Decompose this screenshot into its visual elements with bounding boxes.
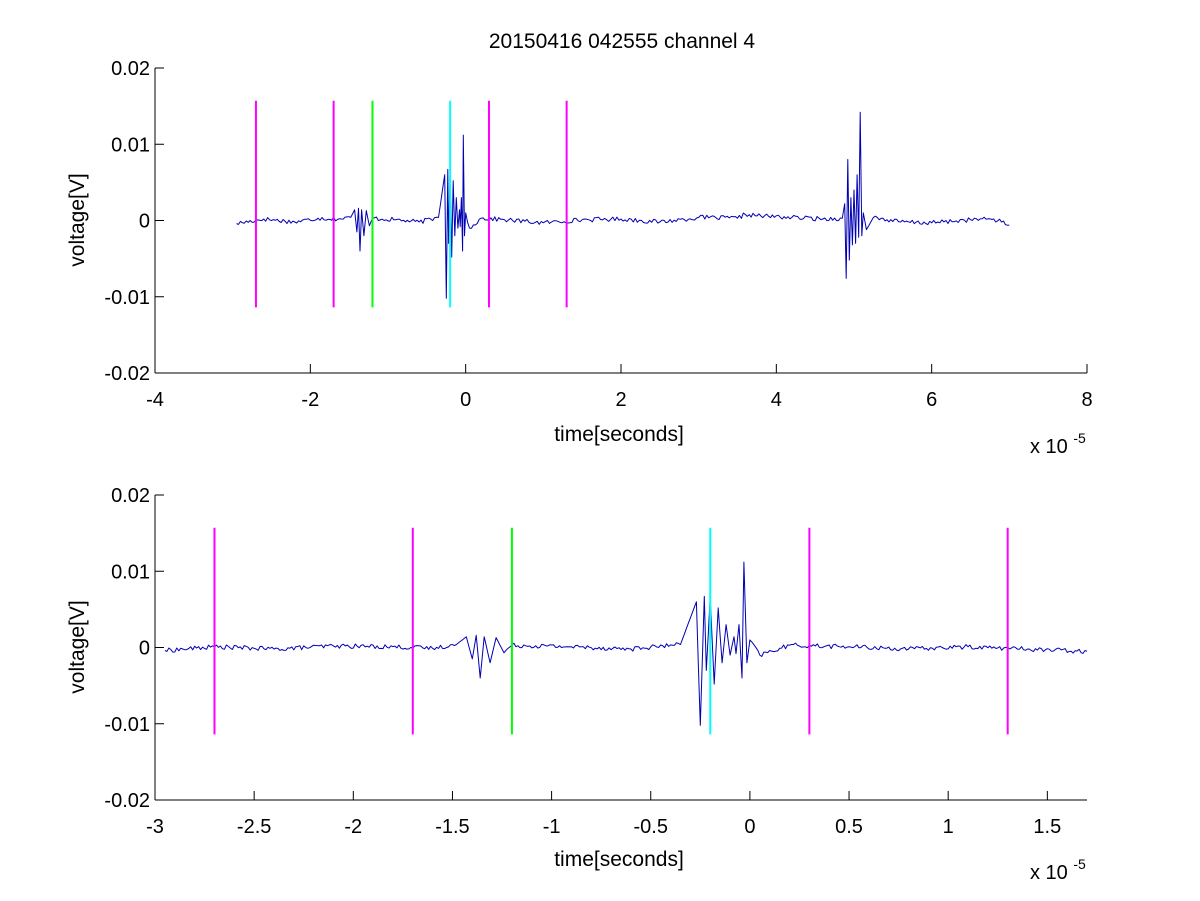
x-tick-label: 1: [943, 816, 954, 838]
x-axis-label: time[seconds]: [554, 423, 684, 446]
x-tick-label: 0.5: [835, 816, 863, 838]
marker-layer: [254, 100, 568, 308]
x-exponent-power: -5: [1073, 430, 1086, 446]
x-ticks: -4 -2 0 2 4 6 8: [146, 364, 1093, 411]
x-exponent-label: x 10 -5: [1030, 856, 1086, 884]
x-tick-label: -2: [344, 816, 362, 838]
x-exponent-label: x 10 -5: [1030, 430, 1086, 458]
x-exponent-power: -5: [1073, 856, 1086, 872]
top-plot: 20150416 042555 channel 4 -4 -2 0 2 4 6 8 -0.0…: [66, 30, 1093, 458]
marker-layer: [213, 527, 1009, 735]
x-tick-label: -3: [146, 816, 164, 838]
y-ticks: -0.02 -0.01 0 0.01 0.02: [104, 58, 164, 385]
plot-title: 20150416 042555 channel 4: [489, 30, 756, 53]
x-tick-label: -0.5: [634, 816, 668, 838]
y-tick-label: 0: [139, 211, 150, 233]
x-tick-label: -2: [301, 389, 319, 411]
y-tick-label: -0.02: [104, 790, 150, 812]
y-tick-label: -0.01: [104, 287, 150, 309]
y-ticks: -0.02 -0.01 0 0.01 0.02: [104, 485, 164, 812]
y-tick-label: 0.01: [111, 134, 150, 156]
y-axis-label: voltage[V]: [66, 173, 89, 266]
signal-trace: [164, 561, 1088, 726]
x-tick-label: 8: [1081, 389, 1092, 411]
x-tick-label: 4: [771, 389, 782, 411]
bottom-plot: -3 -2.5 -2 -1.5 -1 -0.5 0 0.5 1 1.5 -0.02 -0.01 0 0.…: [66, 485, 1088, 884]
y-tick-label: 0.02: [111, 58, 150, 80]
y-tick-label: -0.02: [104, 363, 150, 385]
x-exponent-base: x 10: [1030, 862, 1068, 884]
x-axis-label: time[seconds]: [554, 848, 684, 871]
x-tick-label: 2: [615, 389, 626, 411]
x-tick-label: 0: [460, 389, 471, 411]
x-tick-label: -2.5: [237, 816, 271, 838]
x-exponent-base: x 10: [1030, 436, 1068, 458]
signal-layer: [164, 561, 1088, 726]
x-tick-label: -4: [146, 389, 164, 411]
y-axis-label: voltage[V]: [66, 600, 89, 693]
signal-layer: [236, 111, 1010, 299]
y-tick-label: 0.01: [111, 561, 150, 583]
y-tick-label: 0: [139, 638, 150, 660]
x-ticks: -3 -2.5 -2 -1.5 -1 -0.5 0 0.5 1 1.5: [146, 791, 1061, 838]
x-tick-label: -1.5: [435, 816, 469, 838]
y-tick-label: -0.01: [104, 714, 150, 736]
y-tick-label: 0.02: [111, 485, 150, 507]
x-tick-label: -1: [543, 816, 561, 838]
x-tick-label: 6: [926, 389, 937, 411]
x-tick-label: 1.5: [1033, 816, 1061, 838]
signal-trace: [236, 111, 1010, 299]
x-tick-label: 0: [744, 816, 755, 838]
